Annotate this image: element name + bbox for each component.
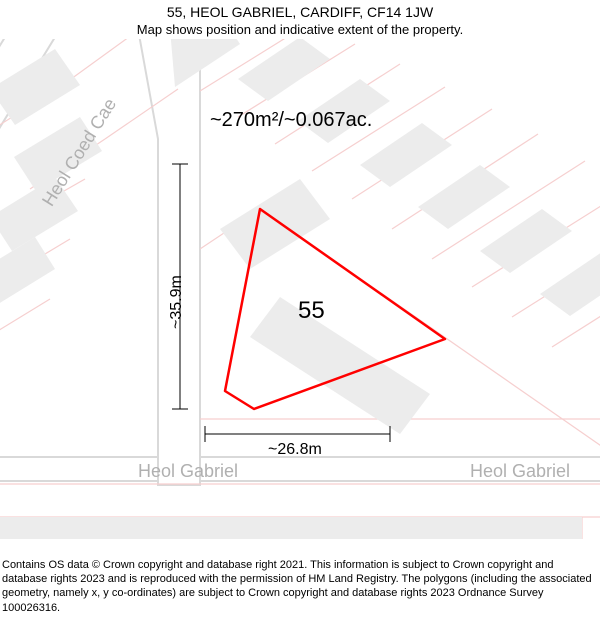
building-13	[0, 517, 42, 539]
copyright-footer: Contains OS data © Crown copyright and d…	[0, 556, 600, 625]
building-18	[282, 517, 342, 539]
header: 55, HEOL GABRIEL, CARDIFF, CF14 1JW Map …	[0, 0, 600, 39]
building-17	[222, 517, 282, 539]
building-14	[42, 517, 102, 539]
street-label-2: Heol Gabriel	[470, 461, 570, 482]
building-19	[342, 517, 402, 539]
building-16	[162, 517, 222, 539]
page-subtitle: Map shows position and indicative extent…	[0, 22, 600, 37]
property-map: ~270m²/~0.067ac. ~35.9m ~26.8m 55 Heol C…	[0, 39, 600, 539]
building-22	[522, 517, 582, 539]
street-label-1: Heol Gabriel	[138, 461, 238, 482]
area-label: ~270m²/~0.067ac.	[210, 109, 372, 132]
dimension-horizontal-label: ~26.8m	[268, 441, 322, 459]
building-15	[102, 517, 162, 539]
page-title: 55, HEOL GABRIEL, CARDIFF, CF14 1JW	[0, 4, 600, 20]
plot-number-label: 55	[298, 297, 325, 325]
dimension-vertical-label: ~35.9m	[168, 275, 186, 329]
building-21	[462, 517, 522, 539]
building-20	[402, 517, 462, 539]
